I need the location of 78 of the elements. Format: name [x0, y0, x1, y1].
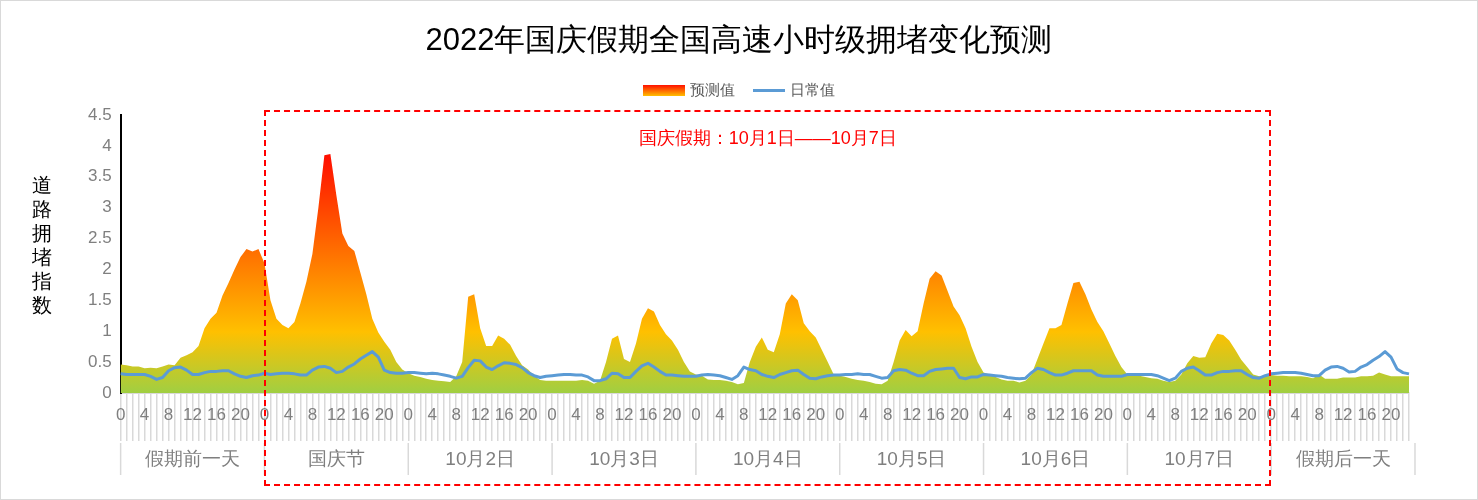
- y-axis-title: 道路拥堵指数: [31, 173, 53, 317]
- y-tick-label: 4.5: [87, 104, 112, 124]
- x-tick-label: 4: [1146, 404, 1157, 424]
- y-tick-label: 0: [102, 382, 112, 402]
- text: 10月5日: [876, 448, 947, 470]
- x-tick-label: 12: [1189, 404, 1209, 424]
- y-tick-label: 2: [102, 259, 112, 279]
- text: 假期后一天: [1295, 448, 1391, 470]
- x-tick-label: 20: [231, 404, 250, 424]
- x-tick-label: 20: [950, 404, 970, 424]
- x-tick-label: 16: [494, 404, 514, 424]
- x-tick-label: 20: [374, 404, 394, 424]
- text: 10月6日: [1020, 448, 1091, 470]
- x-tick-label: 20: [518, 404, 538, 424]
- text: 10月3日: [589, 448, 659, 470]
- x-tick-label: 16: [638, 404, 658, 424]
- x-tick-label: 12: [183, 404, 202, 424]
- x-tick-label: 12: [1045, 404, 1065, 424]
- x-tick-label: 20: [806, 404, 826, 424]
- x-tick-label: 8: [1314, 404, 1324, 424]
- x-tick-label: 0: [547, 404, 557, 424]
- y-tick-label: 1.5: [87, 290, 112, 310]
- x-tick-label: 20: [662, 404, 682, 424]
- y-tick-label: 3.5: [87, 166, 112, 186]
- x-tick-label: 0: [259, 404, 270, 424]
- x-tick-label: 16: [926, 404, 946, 424]
- text: 国庆节: [307, 448, 365, 470]
- x-tick-label: 0: [834, 404, 845, 424]
- x-tick-label: 4: [283, 404, 294, 424]
- x-tick-label: 4: [858, 404, 869, 424]
- annotation: 国庆假期：10月1日——10月7日: [637, 127, 898, 150]
- x-tick-label: 8: [595, 404, 605, 424]
- x-tick-label: 8: [307, 404, 318, 424]
- text: 10月7日: [1164, 448, 1235, 470]
- text: 假期前一天: [145, 448, 241, 470]
- y-tick-label: 3: [102, 197, 112, 217]
- x-tick-label: 16: [207, 404, 226, 424]
- x-tick-label: 8: [739, 404, 749, 424]
- x-tick-label: 4: [571, 404, 581, 424]
- x-tick-label: 12: [470, 404, 490, 424]
- x-tick-label: 0: [978, 404, 989, 424]
- chart-title: 2022年国庆假期全国高速小时级拥堵变化预测: [424, 21, 1054, 59]
- x-tick-label: 8: [163, 404, 174, 424]
- x-tick-label: 0: [691, 404, 701, 424]
- text: 10月2日: [445, 448, 516, 470]
- x-tick-label: 8: [1170, 404, 1181, 424]
- x-tick-label: 4: [427, 404, 437, 424]
- x-tick-label: 12: [614, 404, 634, 424]
- x-tick-label: 12: [758, 404, 778, 424]
- x-tick-label: 12: [902, 404, 922, 424]
- y-tick-label: 4: [102, 135, 112, 155]
- x-tick-label: 20: [1237, 404, 1257, 424]
- y-tick-label: 0.5: [87, 351, 112, 371]
- x-tick-label: 16: [350, 404, 370, 424]
- x-tick-label: 4: [139, 404, 150, 424]
- x-tick-label: 8: [1026, 404, 1037, 424]
- legend-label: 日常值: [790, 81, 835, 100]
- x-tick-label: 8: [451, 404, 461, 424]
- x-tick-label: 12: [1333, 404, 1353, 424]
- x-tick-label: 16: [1357, 404, 1377, 424]
- y-tick-label: 2.5: [87, 228, 112, 248]
- y-tick-label: 1: [102, 320, 112, 340]
- x-tick-label: 12: [326, 404, 346, 424]
- x-tick-label: 0: [1122, 404, 1133, 424]
- x-tick-label: 20: [1381, 404, 1401, 424]
- x-tick-label: 4: [1002, 404, 1013, 424]
- x-tick-label: 8: [882, 404, 893, 424]
- x-tick-label: 0: [115, 404, 126, 424]
- text: 10月4日: [732, 448, 803, 470]
- x-tick-label: 4: [715, 404, 725, 424]
- legend-label: 预测值: [690, 81, 735, 100]
- x-tick-label: 16: [1213, 404, 1233, 424]
- x-tick-label: 16: [782, 404, 802, 424]
- x-tick-label: 20: [1093, 404, 1113, 424]
- x-tick-label: 0: [1266, 404, 1276, 424]
- x-tick-label: 0: [403, 404, 413, 424]
- x-tick-label: 4: [1290, 404, 1300, 424]
- x-tick-label: 16: [1069, 404, 1089, 424]
